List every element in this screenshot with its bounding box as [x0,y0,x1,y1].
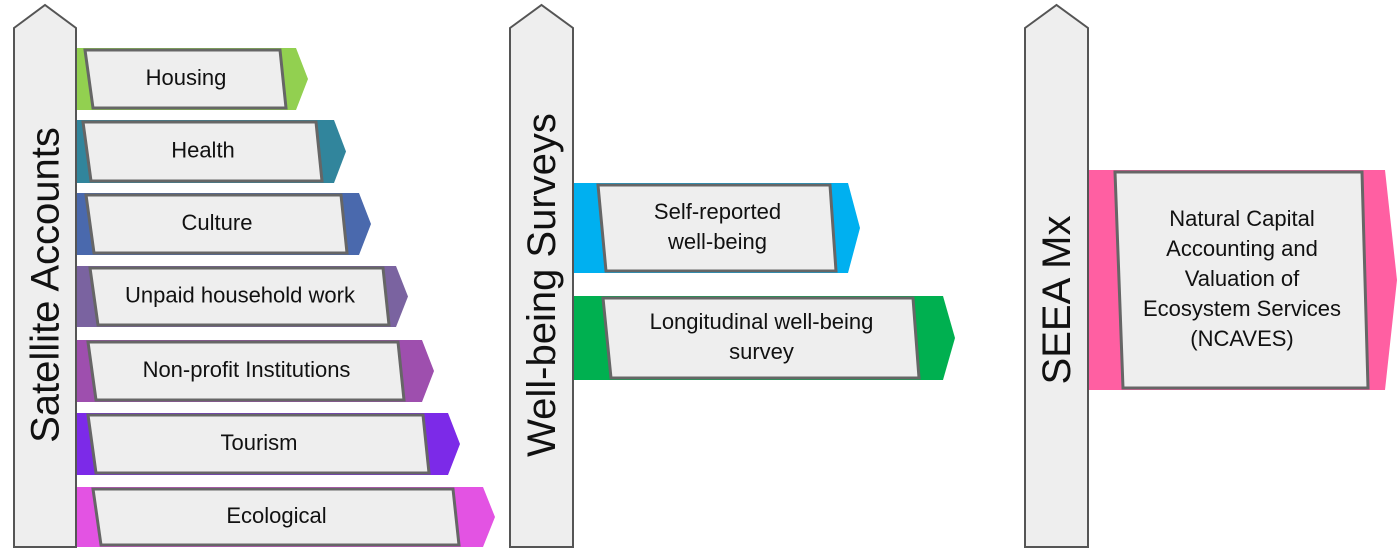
sign-label: Natural Capital [1169,206,1315,231]
signpost [13,3,77,548]
post-label: Well-being Surveys [520,113,564,457]
sign-label: Longitudinal well-being [650,309,874,334]
sign-label: survey [729,339,794,364]
sign-label: Tourism [220,430,297,455]
sign-board [83,48,288,110]
sign-label: Non-profit Institutions [143,357,351,382]
sign-label: Ecosystem Services [1143,296,1341,321]
sign-label: Unpaid household work [125,282,356,307]
sign-label: Accounting and [1166,236,1318,261]
signpost [509,3,574,548]
sign-label: Health [171,137,235,162]
sign-board [1113,170,1370,390]
sign-board [601,296,921,380]
sign-label: (NCAVES) [1190,326,1294,351]
sign-label: well-being [667,229,767,254]
sign-board [91,487,461,547]
sign-board [86,413,431,475]
sign-board [596,183,838,273]
sign-board [86,340,406,402]
post-label: Satellite Accounts [24,127,68,443]
sign-label: Valuation of [1185,266,1300,291]
sign-board [88,266,391,327]
signpost [1024,3,1089,548]
post-label: SEEA Mx [1035,216,1079,385]
sign-board [84,193,349,255]
sign-label: Housing [146,65,227,90]
sign-label: Ecological [226,503,326,528]
sign-label: Culture [182,210,253,235]
sign-board [81,120,324,183]
sign-label: Self-reported [654,199,781,224]
